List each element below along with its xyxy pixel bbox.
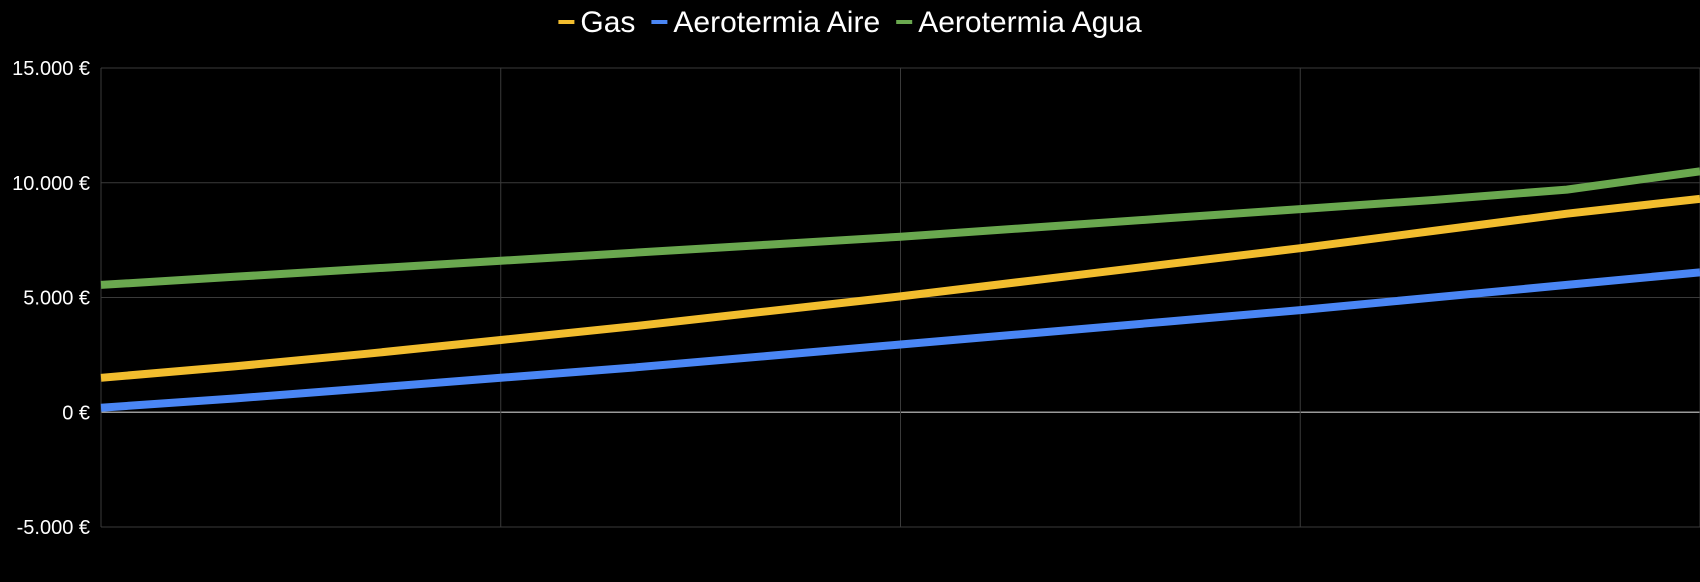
legend: Gas Aerotermia Aire Aerotermia Agua <box>558 6 1142 39</box>
y-axis: 15.000 € 10.000 € 5.000 € 0 € -5.000 € <box>12 58 90 539</box>
series-line-gas <box>100 194 1700 382</box>
legend-swatch <box>651 20 668 24</box>
legend-swatch <box>896 20 913 24</box>
y-tick-label: 15.000 € <box>12 58 90 80</box>
series-lines <box>100 167 1700 412</box>
legend-item-gas: Gas <box>558 6 635 39</box>
legend-label: Aerotermia Agua <box>918 6 1142 39</box>
y-tick-label: 5.000 € <box>23 288 90 310</box>
legend-swatch <box>558 20 575 24</box>
y-tick-label: 0 € <box>62 402 90 424</box>
series-line-aerotermia-agua <box>100 167 1700 289</box>
legend-item-aerotermia-agua: Aerotermia Agua <box>896 6 1142 39</box>
y-tick-label: 10.000 € <box>12 173 90 195</box>
legend-item-aerotermia-aire: Aerotermia Aire <box>651 6 880 39</box>
series-line-aerotermia-aire <box>100 268 1700 412</box>
y-tick-label: -5.000 € <box>17 517 90 539</box>
legend-label: Aerotermia Aire <box>673 6 880 39</box>
legend-label: Gas <box>580 6 635 39</box>
